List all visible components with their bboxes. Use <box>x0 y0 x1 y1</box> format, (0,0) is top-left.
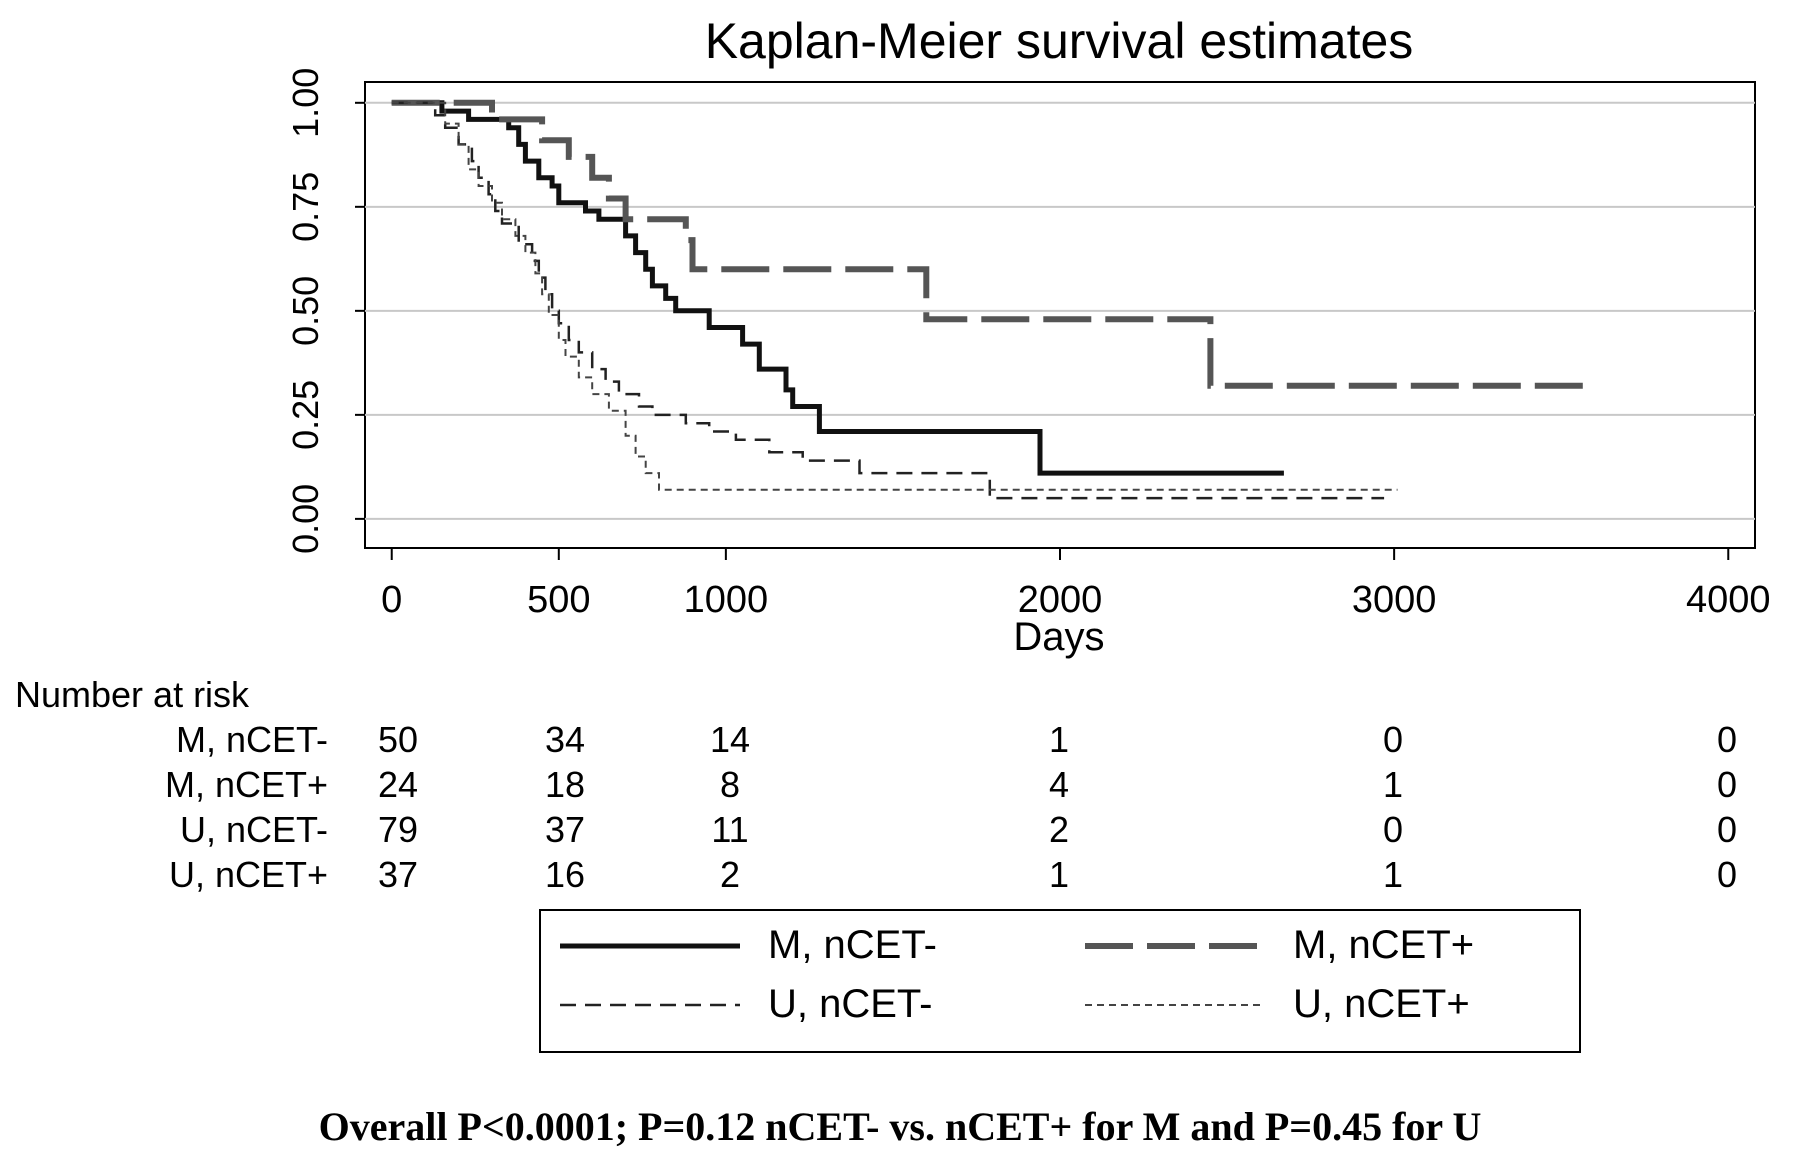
x-tick-label-1: 500 <box>527 579 590 621</box>
y-axis: 0.00 0.25 0.50 0.75 1.00 <box>285 68 365 554</box>
legend-box <box>539 909 1581 1053</box>
risk-table: Number at risk M, nCET- 50 34 14 1 0 0M, nCET+… <box>15 674 1737 895</box>
risk-cell: 18 <box>545 764 585 805</box>
risk-cell: 11 <box>711 809 748 850</box>
chart-title: Kaplan-Meier survival estimates <box>705 13 1414 69</box>
legend-label-2: M, nCET+ <box>1293 923 1474 967</box>
risk-cell: 0 <box>1717 719 1737 760</box>
grid-lines <box>365 101 1755 520</box>
y-tick-label-3: 0.75 <box>285 172 326 242</box>
x-axis: 0 500 1000 2000 3000 4000 <box>381 548 1771 621</box>
survival-curve-2 <box>391 99 1588 389</box>
risk-cell: 79 <box>378 809 418 850</box>
survival-curves <box>391 99 1588 500</box>
risk-cell: 50 <box>378 719 418 760</box>
risk-row-label: U, nCET+ <box>169 854 328 895</box>
x-axis-label: Days <box>1013 615 1104 659</box>
risk-cell: 2 <box>1049 809 1069 850</box>
risk-cell: 1 <box>1049 854 1069 895</box>
footnote: Overall P<0.0001; P=0.12 nCET- vs. nCET+… <box>319 1104 1482 1149</box>
risk-table-header: Number at risk <box>15 674 250 715</box>
x-tick-label-3: 2000 <box>1018 579 1103 621</box>
x-tick-label-0: 0 <box>381 579 402 621</box>
risk-cell: 2 <box>720 854 740 895</box>
risk-cell: 37 <box>378 854 418 895</box>
risk-cell: 37 <box>545 809 585 850</box>
risk-row-label: U, nCET- <box>180 809 328 850</box>
risk-cell: 16 <box>545 854 585 895</box>
x-tick-label-2: 1000 <box>684 579 769 621</box>
risk-cell: 4 <box>1049 764 1069 805</box>
legend: M, nCET- M, nCET+ U, nCET- U, nCET+ <box>539 909 1581 1053</box>
y-tick-label-1: 0.25 <box>285 380 326 450</box>
risk-cell: 24 <box>378 764 418 805</box>
risk-cell: 8 <box>720 764 740 805</box>
risk-row-label: M, nCET- <box>176 719 328 760</box>
y-tick-label-0: 0.00 <box>285 484 326 554</box>
plot-area <box>364 81 1756 549</box>
risk-cell: 1 <box>1049 719 1069 760</box>
risk-cell: 34 <box>545 719 585 760</box>
risk-cell: 0 <box>1717 854 1737 895</box>
survival-curve-4 <box>391 101 1398 491</box>
risk-cell: 1 <box>1383 854 1403 895</box>
legend-label-3: U, nCET- <box>768 982 932 1026</box>
x-tick-label-4: 3000 <box>1352 579 1437 621</box>
risk-cell: 0 <box>1717 764 1737 805</box>
y-tick-label-2: 0.50 <box>285 276 326 346</box>
y-tick-label-4: 1.00 <box>285 68 326 138</box>
risk-row-label: M, nCET+ <box>165 764 328 805</box>
risk-cell: 0 <box>1383 809 1403 850</box>
legend-label-4: U, nCET+ <box>1293 982 1470 1026</box>
x-tick-label-5: 4000 <box>1686 579 1771 621</box>
survival-curve-3 <box>391 101 1385 500</box>
risk-cell: 0 <box>1717 809 1737 850</box>
risk-cell: 0 <box>1383 719 1403 760</box>
risk-cell: 14 <box>710 719 750 760</box>
legend-label-1: M, nCET- <box>768 923 937 967</box>
survival-curve-1 <box>391 100 1284 476</box>
risk-cell: 1 <box>1383 764 1403 805</box>
